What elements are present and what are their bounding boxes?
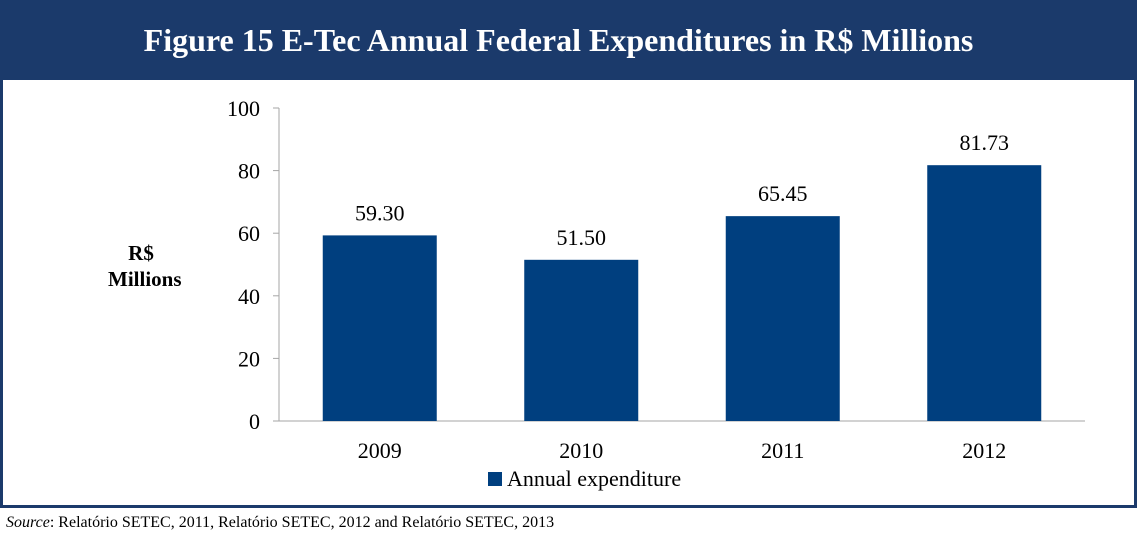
y-axis-title-line-2: Millions <box>108 267 182 291</box>
bar-2012 <box>927 165 1042 421</box>
x-axis: 2009 2010 2011 2012 <box>358 438 1007 463</box>
source-label: Source <box>6 514 50 531</box>
y-tick-label: 80 <box>238 159 260 184</box>
legend: Annual expenditure <box>488 466 681 491</box>
x-tick-label-2011: 2011 <box>761 438 804 463</box>
y-tick-label: 40 <box>238 284 260 309</box>
x-tick-label-2010: 2010 <box>559 438 603 463</box>
figure-title: Figure 15 E-Tec Annual Federal Expenditu… <box>0 0 1137 80</box>
bar-2009 <box>322 235 437 421</box>
bar-2011 <box>725 216 840 421</box>
bar-2010 <box>524 259 639 421</box>
figure-frame <box>0 80 1137 508</box>
source-separator: : <box>49 514 55 531</box>
y-axis: 0 20 40 60 80 100 <box>227 96 279 434</box>
legend-label: Annual expenditure <box>507 466 681 491</box>
source-note: Source: Relatório SETEC, 2011, Relatório… <box>6 514 554 532</box>
data-label-2010: 51.50 <box>557 225 607 250</box>
y-tick-label: 0 <box>249 409 260 434</box>
x-tick-label-2012: 2012 <box>962 438 1006 463</box>
bars: 59.30 51.50 65.45 81.73 <box>322 130 1042 421</box>
y-tick-label: 100 <box>227 96 260 121</box>
data-label-2012: 81.73 <box>960 130 1010 155</box>
source-text: Relatório SETEC, 2011, Relatório SETEC, … <box>54 514 555 531</box>
y-tick-label: 20 <box>238 346 260 371</box>
y-axis-title-line-1: R$ <box>128 241 154 265</box>
y-tick-label: 60 <box>238 221 260 246</box>
y-axis-title: R$ Millions <box>108 240 182 292</box>
data-label-2009: 59.30 <box>355 200 405 225</box>
legend-swatch <box>488 472 502 486</box>
data-label-2011: 65.45 <box>758 181 808 206</box>
x-tick-label-2009: 2009 <box>358 438 402 463</box>
